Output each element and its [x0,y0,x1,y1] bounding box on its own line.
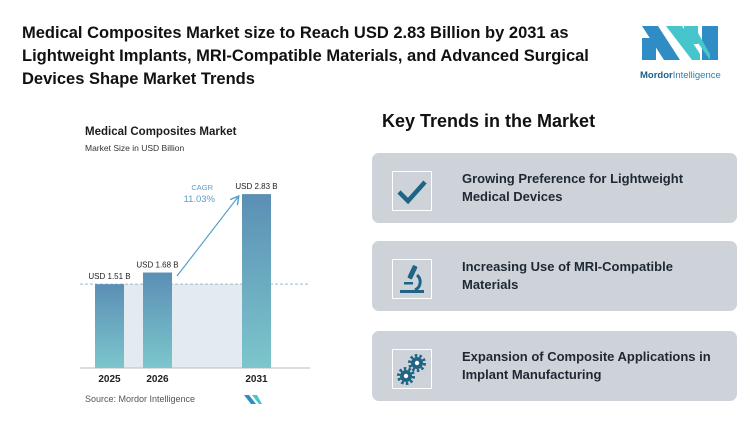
cagr-arrow [176,197,238,277]
x-tick-label: 2031 [245,374,268,385]
trend-text: Expansion of Composite Applications in I… [462,349,711,382]
trend-card: Increasing Use of MRI-Compatible Materia… [372,241,737,311]
trend-text: Increasing Use of MRI-Compatible Materia… [462,259,673,292]
bar-2026 [143,272,172,368]
data-label: USD 2.83 B [235,182,277,191]
chart-source: Source: Mordor Intelligence [85,394,196,404]
trend-card: Expansion of Composite Applications in I… [372,331,737,401]
chart-subtitle: Market Size in USD Billion [85,143,185,153]
x-tick-label: 2025 [98,374,121,385]
cagr-value: 11.03% [183,194,215,205]
bar-2025 [95,284,124,368]
source-logo-icon [244,395,256,404]
trend-text: Growing Preference for Lightweight Medic… [462,171,684,204]
x-tick-label: 2026 [146,374,169,385]
trends-heading: Key Trends in the Market [382,111,596,131]
gears-icon [392,349,432,389]
mordor-logo-icon [642,26,718,60]
check-icon [392,171,432,211]
bar-chart: USD 1.51 B 2025 USD 1.68 B 2026 USD 2.83 B 20… [80,182,310,404]
data-label: USD 1.68 B [136,261,178,270]
page-title: Medical Composites Market size to Reach … [22,24,589,88]
logo: MordorIntelligence [640,24,730,81]
chart-title: Medical Composites Market [85,126,237,138]
microscope-icon [392,259,432,299]
source-logo-icon [252,395,262,404]
bar-2031 [242,194,271,368]
trend-card: Growing Preference for Lightweight Medic… [372,153,737,223]
logo-text: MordorIntelligence [640,70,721,81]
data-label: USD 1.51 B [88,272,130,281]
cagr-label: CAGR [191,183,213,192]
baseline-band [95,284,271,368]
